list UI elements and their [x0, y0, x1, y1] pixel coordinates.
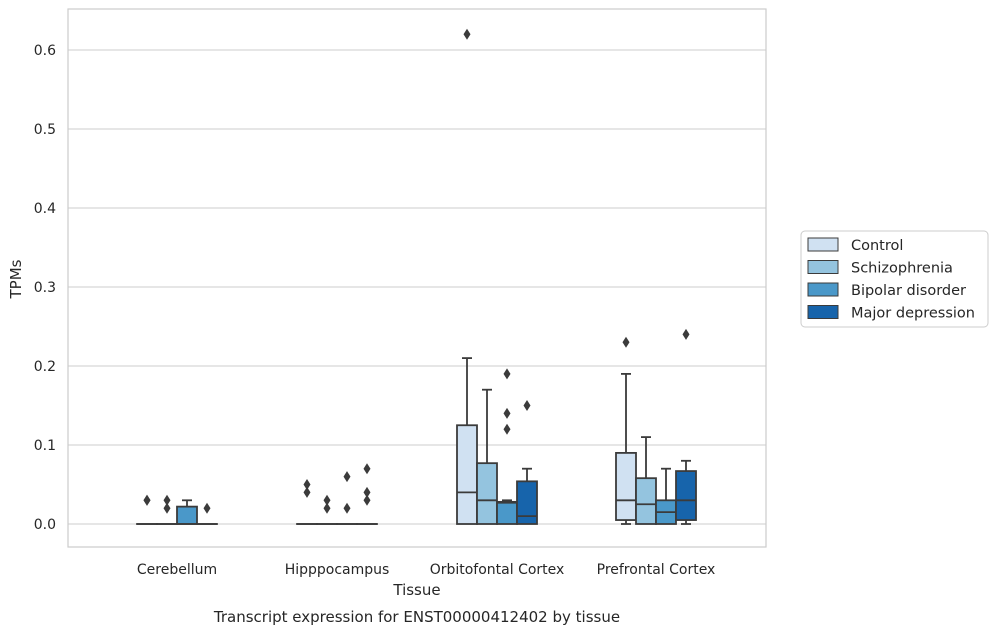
- y-tick-label: 0.6: [34, 43, 56, 59]
- box-bipolar-disorder: [496, 368, 518, 525]
- x-tick-label: Cerebellum: [137, 562, 217, 578]
- outlier-marker: [163, 494, 171, 506]
- box-iqr: [456, 424, 478, 525]
- box-iqr: [496, 500, 518, 525]
- chart-caption: Transcript expression for ENST0000041240…: [213, 608, 620, 626]
- box-iqr: [675, 470, 697, 521]
- x-tick-label: Hipppocampus: [285, 562, 390, 578]
- box-schizophrenia: [635, 436, 657, 525]
- grid-lines: [68, 49, 766, 525]
- box-iqr: [615, 451, 637, 521]
- outlier-marker: [622, 336, 630, 348]
- y-tick-label: 0.4: [34, 201, 56, 217]
- y-tick-label: 0.3: [34, 280, 56, 296]
- box-schizophrenia: [476, 388, 498, 525]
- x-tick-label: Orbitofontal Cortex: [430, 562, 565, 578]
- x-axis-label: Tissue: [392, 581, 440, 599]
- outlier-marker: [343, 502, 351, 514]
- plot-frame: [67, 8, 767, 548]
- box-control: [615, 336, 637, 525]
- legend-swatch: [807, 237, 839, 252]
- outlier-marker: [163, 502, 171, 514]
- y-tick-label: 0.1: [34, 438, 56, 454]
- box-control: [296, 479, 318, 525]
- legend-label: Control: [851, 238, 903, 254]
- y-tick-label: 0.0: [34, 517, 56, 533]
- outlier-marker: [503, 423, 511, 435]
- box-iqr: [176, 505, 198, 525]
- outlier-marker: [323, 502, 331, 514]
- box-bipolar-disorder: [655, 467, 677, 525]
- box-major-depression: [675, 328, 697, 525]
- legend-label: Schizophrenia: [851, 261, 953, 277]
- box-iqr: [635, 477, 657, 525]
- x-tick-label: Prefrontal Cortex: [597, 562, 716, 578]
- y-tick-labels: 0.0 0.1 0.2 0.3 0.4 0.5 0.6: [34, 43, 56, 533]
- outlier-marker: [343, 471, 351, 483]
- outlier-marker: [303, 479, 311, 490]
- outlier-marker: [363, 494, 371, 506]
- outlier-marker: [323, 494, 331, 506]
- legend-swatch: [807, 260, 839, 274]
- box-bipolar-disorder: [176, 499, 198, 525]
- box-control: [456, 28, 478, 525]
- y-tick-label: 0.2: [34, 359, 56, 375]
- box-iqr: [516, 480, 538, 525]
- box-bipolar-disorder: [336, 471, 358, 525]
- outlier-marker: [503, 368, 511, 380]
- outlier-marker: [682, 328, 690, 340]
- outlier-marker: [523, 400, 531, 411]
- outlier-marker: [363, 463, 371, 475]
- legend-label: Major depression: [851, 306, 975, 322]
- box-schizophrenia: [156, 494, 178, 525]
- box-schizophrenia: [316, 494, 338, 525]
- box-iqr: [476, 462, 498, 525]
- legend-swatch: [807, 305, 839, 319]
- box-major-depression: [516, 400, 538, 525]
- x-tick-labels: Cerebellum Hipppocampus Orbitofontal Corte…: [137, 562, 715, 578]
- legend-label: Bipolar disorder: [851, 283, 966, 299]
- legend-swatch: [807, 282, 839, 297]
- y-tick-label: 0.5: [34, 122, 56, 138]
- box-groups: [136, 28, 697, 525]
- outlier-marker: [363, 486, 371, 498]
- outlier-marker: [143, 494, 151, 506]
- y-axis-label: TPMs: [7, 259, 25, 299]
- outlier-marker: [463, 28, 471, 40]
- outlier-marker: [203, 502, 211, 514]
- legend-frame: [800, 230, 989, 328]
- box-major-depression: [196, 502, 218, 525]
- outlier-marker: [503, 407, 511, 419]
- box-major-depression: [356, 463, 378, 525]
- box-control: [136, 494, 158, 525]
- outlier-marker: [303, 486, 311, 498]
- legend: Control Schizophrenia Bipolar disorder Majo…: [800, 230, 989, 328]
